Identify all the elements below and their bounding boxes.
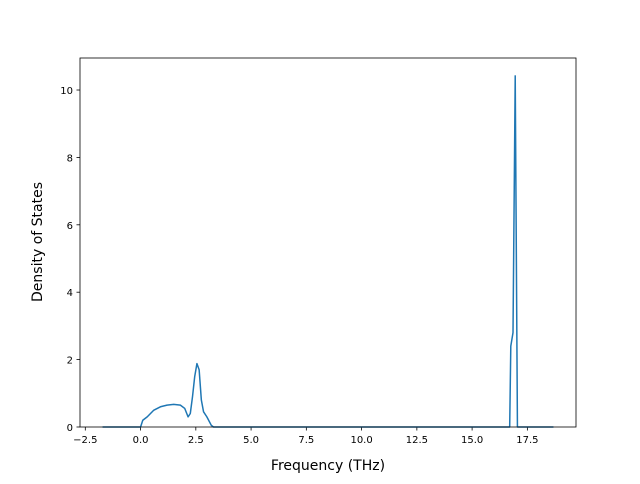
x-tick-label: 7.5 — [298, 435, 314, 446]
x-tick-label: 15.0 — [461, 435, 483, 446]
x-tick-label: 2.5 — [188, 435, 204, 446]
y-tick-label: 8 — [67, 153, 73, 164]
plot-frame — [79, 57, 577, 428]
x-tick-label: 5.0 — [243, 435, 259, 446]
line — [102, 75, 554, 428]
y-tick-label: 10 — [60, 86, 73, 97]
y-tick-label: 0 — [67, 423, 73, 434]
x-tick-label: 10.0 — [350, 435, 372, 446]
x-axis-label: Frequency (THz) — [271, 458, 385, 474]
x-tick-label: 12.5 — [406, 435, 428, 446]
x-tick-label: −2.5 — [73, 435, 97, 446]
y-axis-label: Density of States — [30, 182, 46, 302]
x-tick-label: 17.5 — [516, 435, 538, 446]
y-tick-label: 2 — [67, 356, 73, 367]
y-tick-label: 4 — [67, 288, 73, 299]
y-tick-label: 6 — [67, 221, 73, 232]
x-tick-label: 0.0 — [133, 435, 149, 446]
